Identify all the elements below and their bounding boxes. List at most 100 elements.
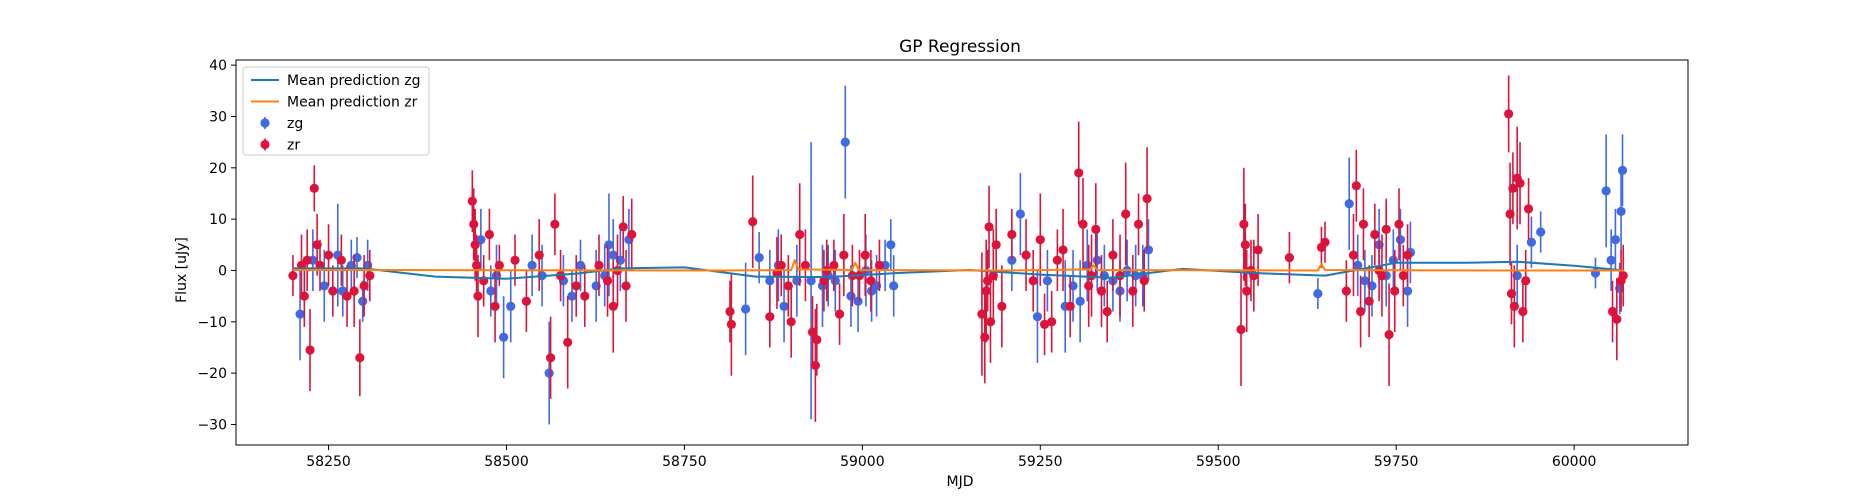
data-point <box>840 137 850 147</box>
data-point <box>608 301 618 311</box>
x-axis-ticks: 58250 58500 58750 59000 59250 59500 59750 60000 <box>306 445 1596 470</box>
legend-entry: zg <box>260 116 303 132</box>
data-point <box>594 260 604 270</box>
data-point <box>319 281 329 291</box>
data-point <box>1377 271 1387 281</box>
data-point <box>1096 286 1107 296</box>
data-point <box>1021 250 1031 260</box>
data-point <box>1536 227 1546 237</box>
data-point <box>1121 209 1131 219</box>
data-point <box>1075 296 1085 306</box>
data-point <box>795 229 805 240</box>
series-zr <box>288 75 1628 422</box>
legend-entry: Mean prediction zg <box>251 73 421 89</box>
data-point <box>328 286 338 296</box>
data-point <box>305 345 315 355</box>
plot-frame <box>235 59 1689 446</box>
data-point <box>534 250 544 260</box>
legend-swatch-marker <box>260 139 270 150</box>
data-point <box>754 253 764 263</box>
data-point <box>1395 235 1406 245</box>
data-point <box>1360 276 1370 286</box>
x-tick-label: 59750 <box>1374 454 1419 470</box>
data-point <box>1240 240 1250 250</box>
data-point <box>1341 286 1351 296</box>
data-point <box>604 240 614 250</box>
data-point <box>295 309 305 319</box>
chart-title: GP Regression <box>899 37 1021 57</box>
x-tick-label: 58500 <box>484 454 529 470</box>
data-point <box>358 296 368 306</box>
mean-line-mean-prediction-zr <box>292 259 1624 272</box>
data-point <box>889 281 899 291</box>
data-point <box>860 250 870 260</box>
data-point <box>494 260 504 270</box>
series-layer <box>288 75 1628 425</box>
y-tick-label: −20 <box>197 366 227 382</box>
data-point <box>1239 219 1249 229</box>
data-point <box>359 281 369 291</box>
data-point <box>349 286 359 296</box>
data-point <box>1601 186 1611 196</box>
data-point <box>765 312 775 322</box>
data-point <box>1028 276 1038 286</box>
data-point <box>365 271 375 281</box>
data-point <box>484 229 494 240</box>
data-point <box>323 250 334 260</box>
data-point <box>1381 224 1391 234</box>
data-point <box>469 219 479 229</box>
data-point <box>336 255 346 265</box>
data-point <box>1128 286 1138 296</box>
data-point <box>618 222 628 232</box>
data-point <box>1364 296 1374 306</box>
data-point <box>748 217 758 227</box>
legend: Mean prediction zg Mean prediction zr zg zr <box>242 66 430 156</box>
data-point <box>741 304 751 314</box>
data-point <box>1344 199 1354 209</box>
data-point <box>527 260 537 270</box>
data-point <box>1032 312 1043 322</box>
data-point <box>1236 324 1246 335</box>
data-point <box>1402 250 1413 260</box>
data-point <box>1508 183 1518 193</box>
data-point <box>608 250 618 260</box>
data-point <box>1607 306 1618 317</box>
data-point <box>1074 168 1084 178</box>
data-point <box>1353 260 1363 270</box>
data-point <box>550 219 560 229</box>
data-point <box>506 301 516 311</box>
legend-swatch-marker <box>260 118 270 128</box>
x-tick-label: 59250 <box>1018 454 1063 470</box>
data-point <box>726 319 736 329</box>
data-point <box>1047 317 1057 327</box>
data-point <box>810 360 820 371</box>
data-point <box>853 296 863 306</box>
x-tick-label: 59000 <box>840 454 885 470</box>
data-point <box>1515 178 1525 188</box>
legend-label: Mean prediction zg <box>287 73 421 89</box>
data-point <box>299 291 309 301</box>
data-point <box>1398 271 1408 281</box>
data-point <box>834 309 845 319</box>
data-point <box>471 260 482 270</box>
data-point <box>1521 276 1531 286</box>
y-tick-label: 10 <box>209 212 227 228</box>
data-point <box>1370 229 1380 240</box>
data-point <box>1355 306 1366 317</box>
data-point <box>563 337 573 347</box>
data-point <box>980 332 990 342</box>
data-point <box>1052 255 1062 265</box>
data-point <box>473 291 483 301</box>
data-point <box>1091 224 1101 234</box>
data-point <box>288 271 298 281</box>
y-tick-label: 0 <box>218 263 227 279</box>
data-point <box>1616 206 1626 217</box>
data-point <box>1617 165 1628 175</box>
data-point <box>571 281 581 291</box>
data-point <box>1035 235 1045 245</box>
data-point <box>1143 245 1154 255</box>
data-point <box>1102 306 1112 317</box>
data-point <box>499 332 509 342</box>
data-point <box>1394 219 1404 229</box>
